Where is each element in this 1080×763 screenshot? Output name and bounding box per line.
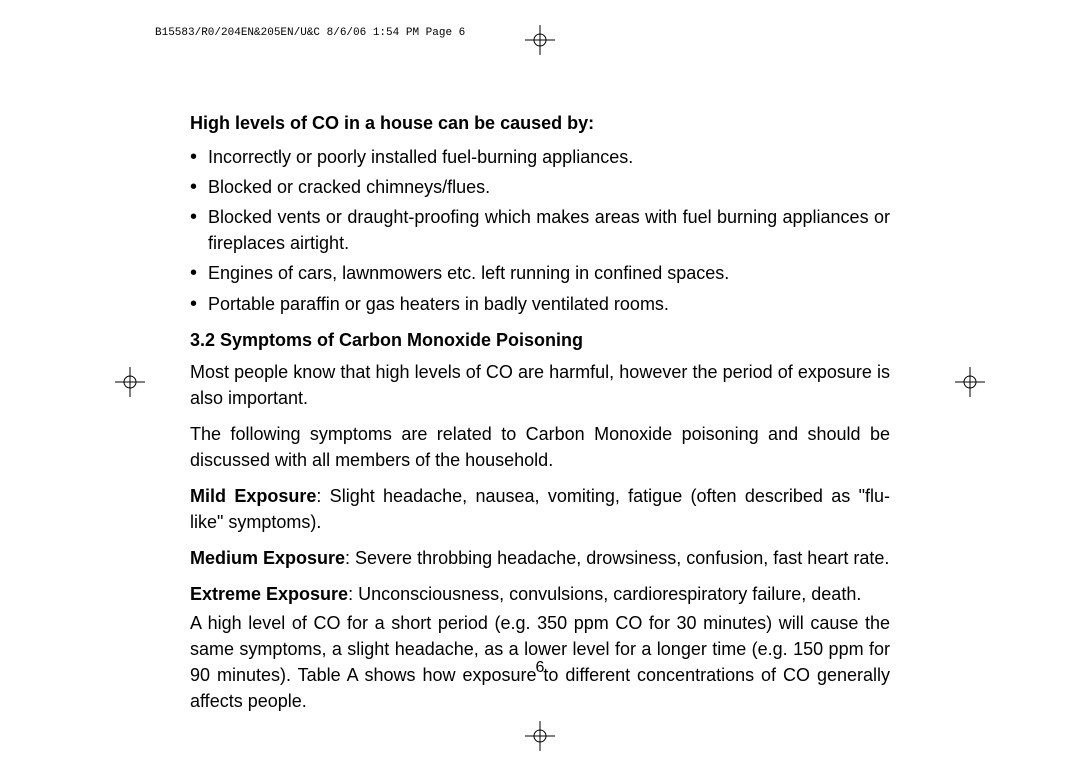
medium-exposure-label: Medium Exposure (190, 548, 345, 568)
print-header-info: B15583/R0/204EN&205EN/U&C 8/6/06 1:54 PM… (155, 27, 465, 39)
paragraph-extreme: Extreme Exposure: Unconsciousness, convu… (190, 581, 890, 607)
paragraph-mild: Mild Exposure: Slight headache, nausea, … (190, 483, 890, 535)
paragraph: The following symptoms are related to Ca… (190, 421, 890, 473)
causes-list: Incorrectly or poorly installed fuel-bur… (190, 144, 890, 317)
page-number: 6 (105, 659, 975, 677)
page-content: High levels of CO in a house can be caus… (190, 110, 890, 714)
mild-exposure-label: Mild Exposure (190, 486, 316, 506)
list-item: Blocked or cracked chimneys/flues. (190, 174, 890, 200)
list-item: Incorrectly or poorly installed fuel-bur… (190, 144, 890, 170)
list-item: Engines of cars, lawnmowers etc. left ru… (190, 260, 890, 286)
heading-causes: High levels of CO in a house can be caus… (190, 110, 890, 136)
list-item: Portable paraffin or gas heaters in badl… (190, 291, 890, 317)
page-frame: B15583/R0/204EN&205EN/U&C 8/6/06 1:54 PM… (105, 15, 975, 735)
extreme-exposure-text: : Unconsciousness, convulsions, cardiore… (348, 584, 861, 604)
list-item: Blocked vents or draught-proofing which … (190, 204, 890, 256)
extreme-exposure-label: Extreme Exposure (190, 584, 348, 604)
heading-symptoms: 3.2 Symptoms of Carbon Monoxide Poisonin… (190, 327, 890, 353)
medium-exposure-text: : Severe throbbing headache, drowsiness,… (345, 548, 889, 568)
paragraph: Most people know that high levels of CO … (190, 359, 890, 411)
paragraph-medium: Medium Exposure: Severe throbbing headac… (190, 545, 890, 571)
